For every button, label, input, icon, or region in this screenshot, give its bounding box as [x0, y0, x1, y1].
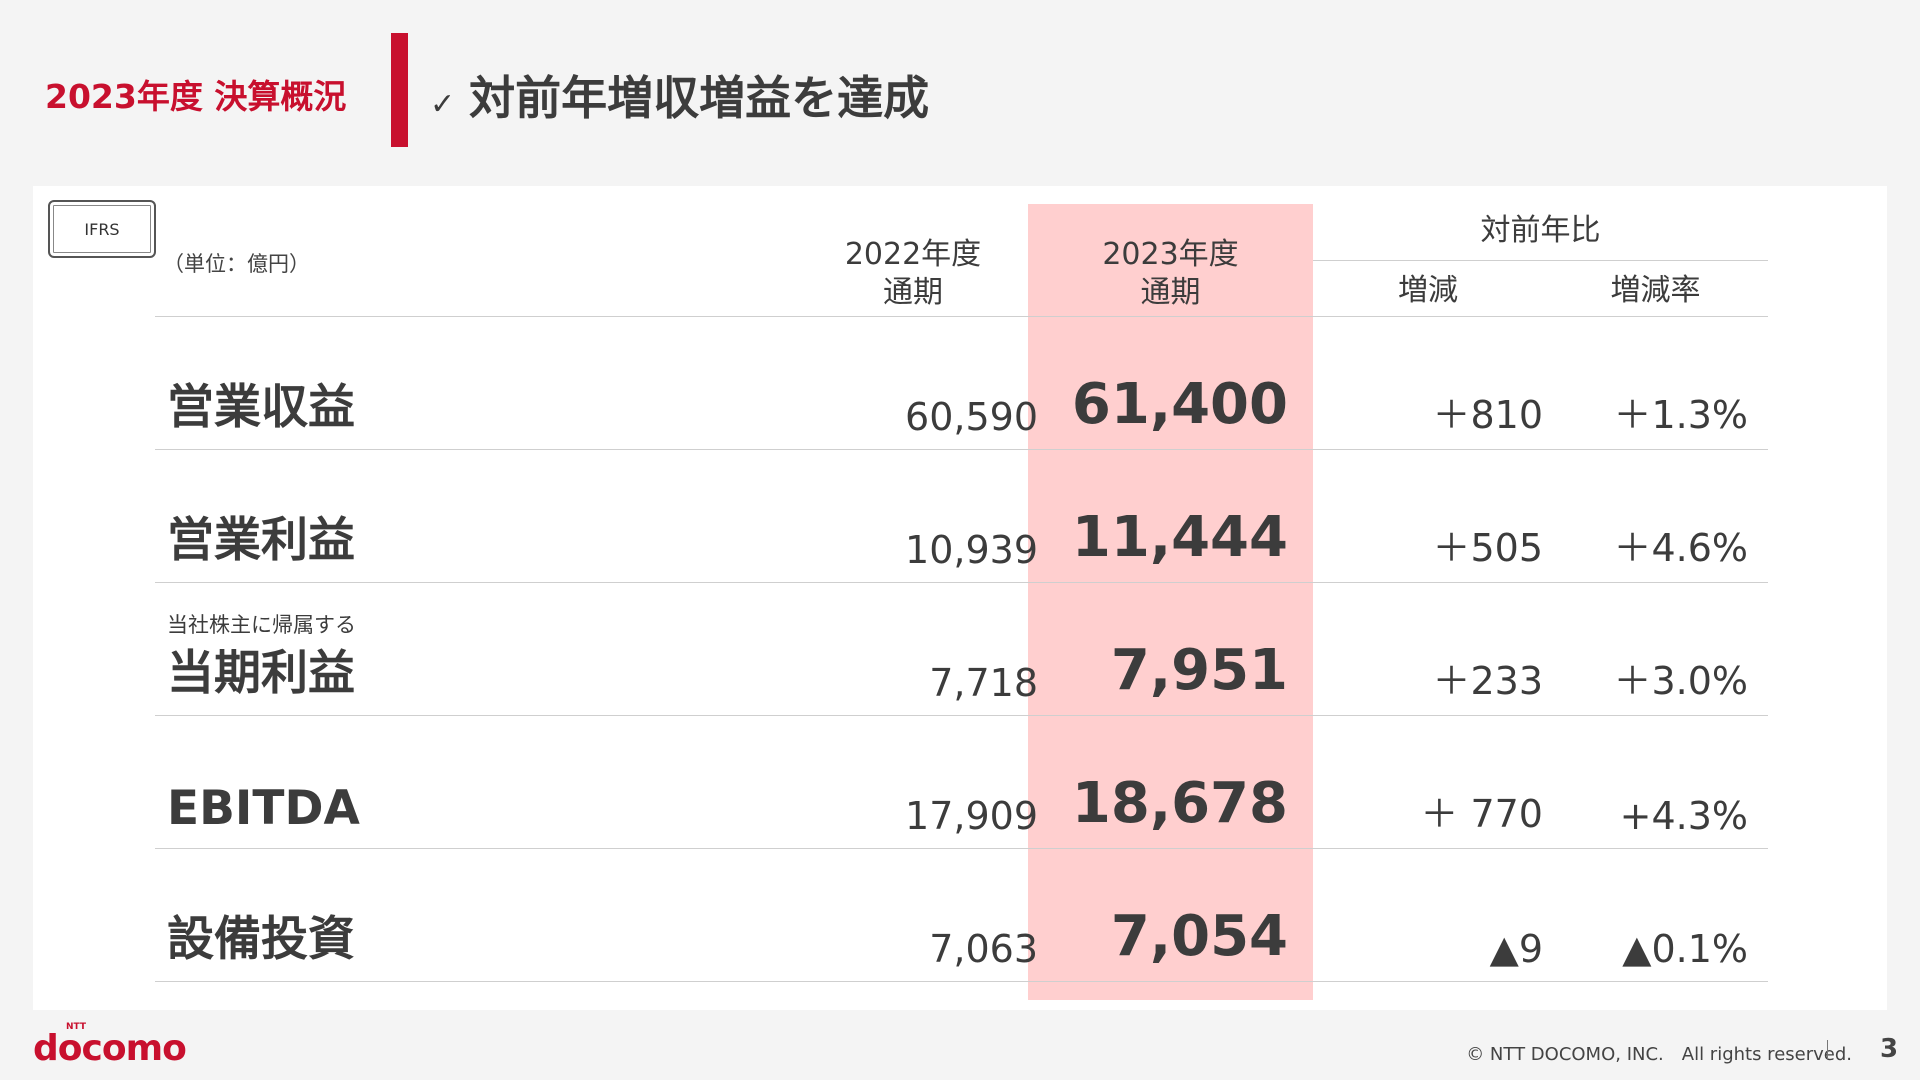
docomo-logo-text: docomo	[33, 1028, 187, 1069]
fy2023-highlight-column	[1028, 204, 1313, 1000]
slide-title-text: 対前年増収増益を達成	[469, 71, 930, 125]
value-fy2023: 11,444	[1071, 505, 1288, 570]
column-header-fy2022-period: 通期	[883, 275, 943, 310]
value-fy2023: 18,678	[1071, 771, 1288, 836]
value-rate: ▲0.1%	[1622, 927, 1748, 971]
value-rate: ＋1.3%	[1613, 393, 1748, 437]
unit-label: （単位：億円）	[163, 252, 310, 276]
copyright: © NTT DOCOMO, INC. All rights reserved.	[1466, 1044, 1852, 1065]
value-rate: ＋3.0%	[1613, 659, 1748, 703]
row-label: EBITDA	[167, 781, 360, 836]
value-fy2022: 17,909	[905, 794, 1038, 838]
row-label: 営業収益	[167, 380, 355, 435]
column-header-change: 増減	[1398, 273, 1458, 308]
value-change: ＋ 770	[1420, 792, 1543, 836]
yoy-divider	[1313, 260, 1768, 261]
ntt-logo-text: NTT	[66, 1022, 87, 1032]
value-fy2023: 7,054	[1110, 904, 1288, 969]
value-rate: +4.3%	[1619, 794, 1748, 838]
table-row: 営業利益 10,939 11,444 ＋505 ＋4.6%	[155, 450, 1768, 583]
table-row: 営業収益 60,590 61,400 ＋810 ＋1.3%	[155, 317, 1768, 450]
value-fy2023: 61,400	[1071, 372, 1288, 437]
results-table: IFRS （単位：億円） 2022年度 通期 2023年度 通期 対前年比 増減…	[33, 186, 1887, 1010]
value-fy2022: 10,939	[905, 528, 1038, 572]
check-icon: ✓	[430, 87, 456, 122]
docomo-logo: NTT docomo	[33, 1022, 187, 1069]
table-row: EBITDA 17,909 18,678 ＋ 770 +4.3%	[155, 716, 1768, 849]
value-change: ＋505	[1432, 526, 1543, 570]
column-header-fy2022-year: 2022年度	[844, 237, 982, 272]
value-rate: ＋4.6%	[1613, 526, 1748, 570]
ifrs-badge: IFRS	[48, 200, 156, 258]
column-header-fy2023: 2023年度 通期	[1028, 236, 1313, 312]
row-label: 設備投資	[167, 912, 355, 967]
value-change: ＋233	[1432, 659, 1543, 703]
column-header-fy2023-year: 2023年度	[1102, 237, 1239, 272]
value-fy2022: 7,063	[929, 927, 1038, 971]
table-row: 当社株主に帰属する当期利益 7,718 7,951 ＋233 ＋3.0%	[155, 583, 1768, 716]
row-label: 当期利益	[167, 646, 355, 701]
footer-divider	[1827, 1040, 1828, 1060]
page-number: 3	[1880, 1034, 1899, 1064]
table-row: 設備投資 7,063 7,054 ▲9 ▲0.1%	[155, 849, 1768, 982]
value-change: ▲9	[1489, 927, 1543, 971]
value-change: ＋810	[1432, 393, 1543, 437]
header-divider	[155, 316, 1768, 317]
value-fy2022: 60,590	[905, 395, 1038, 439]
accent-bar	[391, 33, 408, 147]
column-header-fy2023-period: 通期	[1140, 275, 1201, 310]
value-fy2023: 7,951	[1110, 638, 1288, 703]
row-label: 営業利益	[167, 513, 355, 568]
value-fy2022: 7,718	[929, 661, 1038, 705]
column-header-fy2022: 2022年度 通期	[793, 236, 1033, 312]
section-title: 2023年度 決算概況	[45, 77, 347, 116]
column-header-rate: 増減率	[1610, 273, 1701, 308]
slide-title: ✓ 対前年増収増益を達成	[430, 62, 929, 128]
row-sublabel: 当社株主に帰属する	[167, 613, 356, 637]
column-header-yoy: 対前年比	[1480, 213, 1601, 248]
